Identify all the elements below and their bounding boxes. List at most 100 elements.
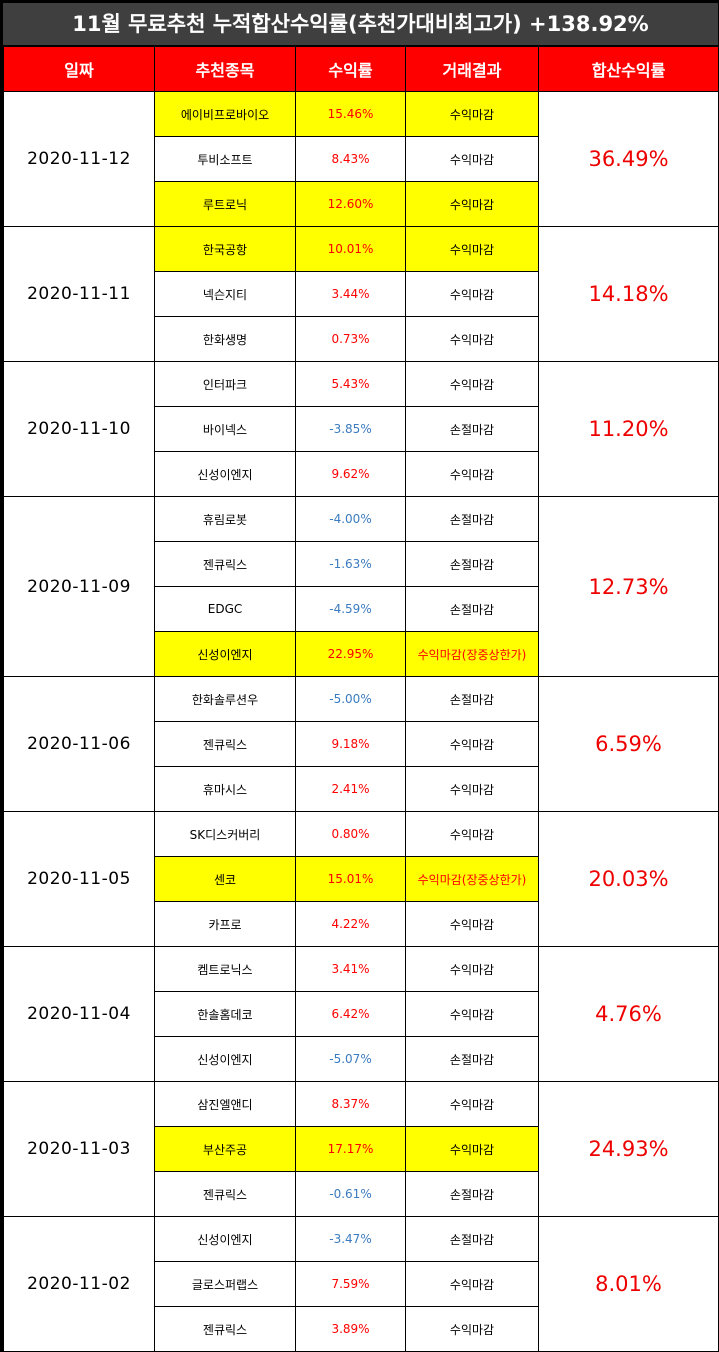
return-cell: 10.01% (295, 226, 406, 272)
result-cell: 손절마감 (405, 1216, 539, 1262)
stock-name-cell: 넥슨지티 (154, 271, 296, 317)
table-row: 젠큐릭스 3.89% 수익마감 (4, 1306, 719, 1352)
return-cell: 8.37% (295, 1081, 406, 1127)
table-row: 부산주공 17.17% 수익마감 (4, 1126, 719, 1172)
return-cell: -0.61% (295, 1171, 406, 1217)
date-cell: 2020-11-03 (3, 1081, 155, 1217)
return-cell: -3.47% (295, 1216, 406, 1262)
table-row: 젠큐릭스 9.18% 수익마감 (4, 721, 719, 767)
stock-name-cell: 신성이엔지 (154, 1216, 296, 1262)
date-cell: 2020-11-09 (3, 496, 155, 677)
total-return-cell: 12.73% (538, 496, 719, 677)
return-cell: 7.59% (295, 1261, 406, 1307)
page-title: 11월 무료추천 누적합산수익률(추천가대비최고가) +138.92% (3, 3, 718, 45)
stock-name-cell: 신성이엔지 (154, 631, 296, 677)
result-cell: 수익마감 (405, 136, 539, 182)
table-row: 젠큐릭스 -1.63% 손절마감 (4, 541, 719, 587)
header-stock: 추천종목 (154, 46, 296, 92)
stock-name-cell: 투비소프트 (154, 136, 296, 182)
return-cell: -1.63% (295, 541, 406, 587)
header-row: 일짜 추천종목 수익률 거래결과 합산수익률 (3, 46, 719, 92)
total-return-cell: 36.49% (538, 91, 719, 227)
return-cell: 2.41% (295, 766, 406, 812)
return-cell: 9.62% (295, 451, 406, 497)
result-cell: 손절마감 (405, 676, 539, 722)
stock-name-cell: EDGC (154, 586, 296, 632)
table-row: 2020-11-05 SK디스커버리 0.80% 수익마감 20.03% (3, 811, 719, 947)
table-row: 글로스퍼랩스 7.59% 수익마감 (4, 1261, 719, 1307)
table-row: 2020-11-03 삼진엘앤디 8.37% 수익마감 24.93% (3, 1081, 719, 1217)
date-cell: 2020-11-05 (3, 811, 155, 947)
stock-name-cell: 인터파크 (154, 361, 296, 407)
stock-name-cell: 한국공항 (154, 226, 296, 272)
table-row: 젠큐릭스 -0.61% 손절마감 (4, 1171, 719, 1217)
total-return-cell: 6.59% (538, 676, 719, 812)
date-cell: 2020-11-12 (3, 91, 155, 227)
return-cell: 17.17% (295, 1126, 406, 1172)
header-total: 합산수익률 (538, 46, 719, 92)
return-cell: 3.41% (295, 946, 406, 992)
return-cell: -3.85% (295, 406, 406, 452)
result-cell: 수익마감 (405, 361, 539, 407)
stock-name-cell: 에이비프로바이오 (154, 91, 296, 137)
result-cell: 수익마감 (405, 991, 539, 1037)
result-cell: 수익마감 (405, 451, 539, 497)
return-cell: 9.18% (295, 721, 406, 767)
result-cell: 손절마감 (405, 496, 539, 542)
result-cell: 수익마감 (405, 91, 539, 137)
result-cell: 수익마감 (405, 316, 539, 362)
date-cell: 2020-11-02 (3, 1216, 155, 1352)
table-row: 2020-11-09 휴림로봇 -4.00% 손절마감 12.73% (3, 496, 719, 677)
total-return-cell: 8.01% (538, 1216, 719, 1352)
total-return-cell: 4.76% (538, 946, 719, 1082)
stock-name-cell: 켐트로닉스 (154, 946, 296, 992)
return-cell: -5.00% (295, 676, 406, 722)
stock-name-cell: 젠큐릭스 (154, 1171, 296, 1217)
return-cell: 12.60% (295, 181, 406, 227)
result-cell: 손절마감 (405, 1171, 539, 1217)
result-cell: 손절마감 (405, 541, 539, 587)
stock-name-cell: 한화솔루션우 (154, 676, 296, 722)
table-row: 한솔홈데코 6.42% 수익마감 (4, 991, 719, 1037)
stock-name-cell: 센코 (154, 856, 296, 902)
return-cell: 15.01% (295, 856, 406, 902)
table-row: 신성이엔지 22.95% 수익마감(장중상한가) (4, 631, 719, 677)
return-cell: 3.44% (295, 271, 406, 317)
table-row: 넥슨지티 3.44% 수익마감 (4, 271, 719, 317)
result-cell: 수익마감(장중상한가) (405, 856, 539, 902)
table-body: 2020-11-12 에이비프로바이오 15.46% 수익마감 36.49% 투비소프트 8… (3, 91, 719, 1352)
table-row: 2020-11-04 켐트로닉스 3.41% 수익마감 4.76% (3, 946, 719, 1082)
return-cell: 3.89% (295, 1306, 406, 1352)
stock-name-cell: 젠큐릭스 (154, 1306, 296, 1352)
table-row: 2020-11-10 인터파크 5.43% 수익마감 11.20% (3, 361, 719, 497)
stock-name-cell: 한솔홈데코 (154, 991, 296, 1037)
total-return-cell: 11.20% (538, 361, 719, 497)
result-cell: 손절마감 (405, 586, 539, 632)
result-cell: 수익마감 (405, 271, 539, 317)
stock-name-cell: 카프로 (154, 901, 296, 947)
stock-name-cell: 부산주공 (154, 1126, 296, 1172)
stock-name-cell: 젠큐릭스 (154, 721, 296, 767)
result-cell: 수익마감 (405, 1126, 539, 1172)
return-cell: -4.00% (295, 496, 406, 542)
total-return-cell: 20.03% (538, 811, 719, 947)
result-cell: 수익마감 (405, 226, 539, 272)
stock-name-cell: 삼진엘앤디 (154, 1081, 296, 1127)
stock-name-cell: 글로스퍼랩스 (154, 1261, 296, 1307)
return-cell: -5.07% (295, 1036, 406, 1082)
table-row: 바이넥스 -3.85% 손절마감 (4, 406, 719, 452)
result-cell: 수익마감 (405, 721, 539, 767)
result-cell: 수익마감(장중상한가) (405, 631, 539, 677)
table-row: 센코 15.01% 수익마감(장중상한가) (4, 856, 719, 902)
result-cell: 수익마감 (405, 946, 539, 992)
header-return: 수익률 (295, 46, 406, 92)
return-cell: 22.95% (295, 631, 406, 677)
total-return-cell: 14.18% (538, 226, 719, 362)
stock-name-cell: 휴마시스 (154, 766, 296, 812)
date-cell: 2020-11-10 (3, 361, 155, 497)
stock-name-cell: 한화생명 (154, 316, 296, 362)
result-cell: 수익마감 (405, 1261, 539, 1307)
table-row: 신성이엔지 9.62% 수익마감 (4, 451, 719, 497)
stock-name-cell: SK디스커버리 (154, 811, 296, 857)
return-cell: 4.22% (295, 901, 406, 947)
